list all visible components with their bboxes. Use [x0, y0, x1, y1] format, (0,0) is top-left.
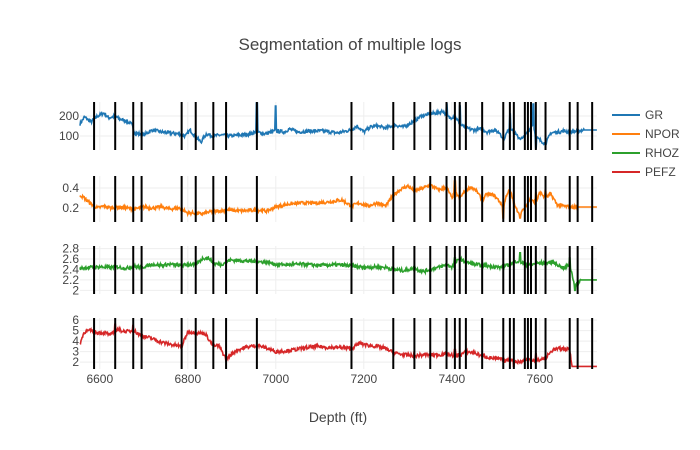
x-axis-label: Depth (ft) — [309, 409, 367, 425]
legend-label-gr: GR — [645, 108, 663, 122]
x-tick-label-5: 7600 — [526, 372, 553, 386]
y-tick-label-npor-1: 0.4 — [62, 181, 79, 195]
legend-label-rhoz: RHOZ — [645, 146, 679, 160]
panel-rhoz: 22.22.42.62.8 — [62, 242, 597, 298]
legend[interactable]: GR NPOR RHOZ PEFZ — [612, 108, 680, 179]
panel-npor: 0.20.4 — [62, 176, 597, 222]
y-tick-label-gr-1: 200 — [59, 109, 79, 123]
series-line-rhoz — [80, 253, 597, 290]
x-tick-label-0: 6600 — [86, 372, 113, 386]
chart-title: Segmentation of multiple logs — [238, 35, 461, 54]
x-tick-label-1: 6800 — [174, 372, 201, 386]
legend-label-pefz: PEFZ — [645, 165, 676, 179]
y-tick-label-pefz-4: 6 — [72, 313, 79, 327]
legend-item-npor[interactable]: NPOR — [612, 127, 680, 141]
x-tick-label-3: 7200 — [350, 372, 377, 386]
legend-item-gr[interactable]: GR — [612, 108, 663, 122]
y-tick-label-npor-0: 0.2 — [62, 201, 79, 215]
y-tick-label-rhoz-4: 2.8 — [62, 242, 79, 256]
series-line-npor — [80, 181, 597, 218]
legend-item-rhoz[interactable]: RHOZ — [612, 146, 679, 160]
x-axis: 6600 6800 7000 7200 7400 7600 — [86, 372, 553, 386]
x-tick-label-2: 7000 — [262, 372, 289, 386]
series-line-gr — [80, 103, 597, 148]
x-tick-label-4: 7400 — [438, 372, 465, 386]
y-tick-label-gr-0: 100 — [59, 129, 79, 143]
legend-label-npor: NPOR — [645, 127, 680, 141]
legend-item-pefz[interactable]: PEFZ — [612, 165, 676, 179]
